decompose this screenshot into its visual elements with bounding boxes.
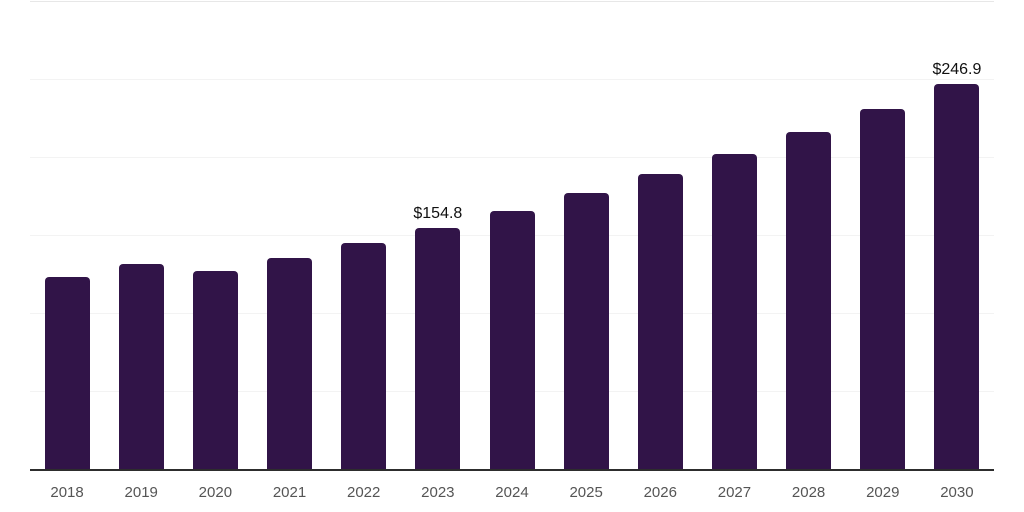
bar-2019[interactable] [118,263,164,470]
bar-2020[interactable] [192,270,238,470]
x-tick-2028: 2028 [791,484,826,501]
x-tick-2019: 2019 [124,484,158,501]
gridline-250 [30,79,994,81]
bar-2030[interactable] [934,83,980,470]
x-tick-2021: 2021 [272,484,307,501]
bar-2024[interactable] [489,211,535,470]
x-tick-2026: 2026 [643,484,677,501]
x-tick-2030: 2030 [940,484,974,501]
gridline-300 [30,1,994,2]
x-axis-line [30,469,994,471]
bar-2026[interactable] [637,174,683,470]
x-tick-2025: 2025 [569,484,603,501]
bar-2027[interactable] [711,153,757,470]
gridline-200 [30,157,994,159]
x-tick-2023: 2023 [421,484,455,501]
x-tick-2029: 2029 [866,484,900,501]
bar-2023[interactable] [415,227,461,470]
x-tick-2022: 2022 [346,484,381,501]
bar-2029[interactable] [860,108,906,470]
data-label-2023: $154.8 [413,204,463,222]
bar-2028[interactable] [786,132,832,470]
data-label-2030: $246.9 [932,60,982,78]
x-tick-2024: 2024 [495,484,529,501]
x-tick-2018: 2018 [50,484,84,501]
bar-2018[interactable] [44,276,90,470]
bar-2025[interactable] [563,193,609,470]
bar-2022[interactable] [341,243,387,470]
bar-2021[interactable] [267,257,313,470]
x-tick-2027: 2027 [717,484,752,501]
x-tick-2020: 2020 [198,484,233,501]
